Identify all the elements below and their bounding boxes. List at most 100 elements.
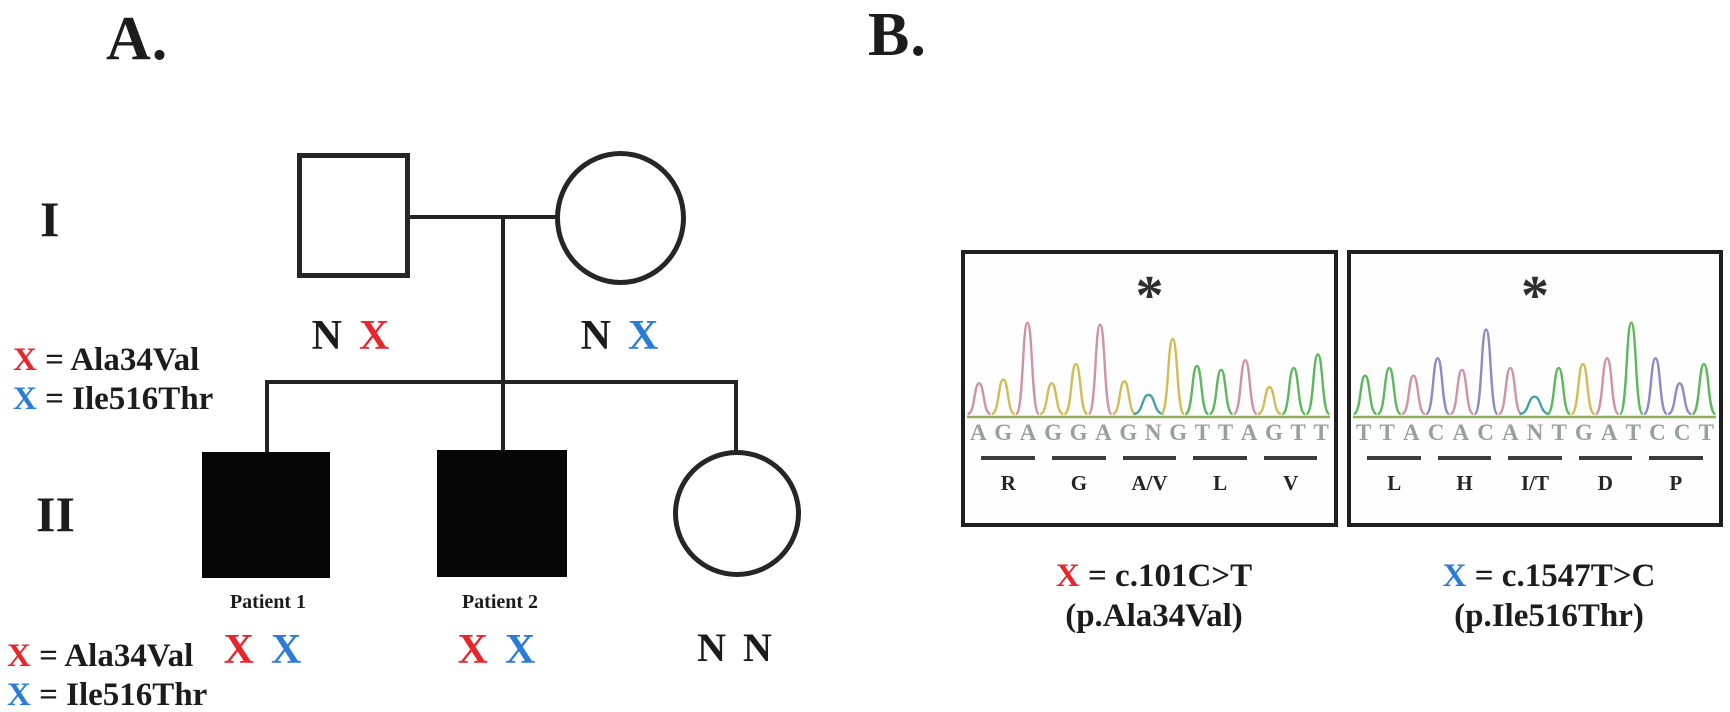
codon-dash <box>1508 456 1562 460</box>
mutation-caption-1: X = c.101C>T (p.Ala34Val) <box>1056 556 1252 636</box>
sequence-base: A <box>1600 420 1618 445</box>
sequence-base: G <box>1069 420 1088 445</box>
aa-letter: I/T <box>1520 471 1549 495</box>
sequencing-trace-1 <box>967 321 1330 419</box>
legend-bottom: X = Ala34Val X = Ile516Thr <box>7 637 207 712</box>
father-allele-n: N <box>311 313 343 359</box>
sequence-base: G <box>1264 420 1283 445</box>
sequence-base: G <box>1574 420 1593 445</box>
aa-group: D <box>1570 456 1640 496</box>
sequence-base: C <box>1477 420 1494 445</box>
aa-letter: L <box>1387 471 1402 495</box>
codon-dash <box>1649 456 1703 460</box>
sequence-base: T <box>1698 420 1714 445</box>
sequence-base: N <box>1144 420 1162 445</box>
aa-letter: D <box>1597 471 1613 495</box>
mother-allele-x-blue: X <box>628 313 660 359</box>
sequence-base: A <box>970 420 987 445</box>
legend-blue-x: X <box>13 381 37 417</box>
legend-blue-x: X <box>7 677 31 712</box>
sequence-base: G <box>1169 420 1188 445</box>
sequence-base: C <box>1427 420 1445 445</box>
amino-acid-row-1: R G A/V L V <box>973 456 1326 496</box>
codon-dash <box>981 456 1036 460</box>
mutation-asterisk: * <box>1521 265 1549 327</box>
sequence-base: A <box>1402 420 1420 445</box>
legend-red-x: X <box>7 638 31 674</box>
aa-letter: H <box>1456 471 1473 495</box>
sister-allele-n2: N <box>743 625 773 670</box>
generation-ii-label: II <box>36 486 75 542</box>
caption-mutation-text: = c.101C>T <box>1087 558 1253 594</box>
sequence-base: A <box>1095 420 1112 445</box>
mating-line <box>410 215 557 219</box>
codon-dash <box>1263 456 1318 460</box>
generation-i-label: I <box>40 191 60 247</box>
aa-group: V <box>1255 456 1326 496</box>
codon-dash <box>1193 456 1247 460</box>
aa-group: P <box>1641 456 1711 496</box>
sequencing-trace-2 <box>1353 321 1716 419</box>
mother-allele-n: N <box>580 313 612 359</box>
codon-dash <box>1122 456 1177 460</box>
father-square-unaffected <box>297 153 410 278</box>
patient2-square-affected <box>437 450 567 577</box>
codon-dash <box>1367 456 1421 460</box>
sequence-base: A <box>1452 420 1470 445</box>
sequence-base: T <box>1313 420 1329 445</box>
caption-mutation-text: = c.1547T>C <box>1474 558 1656 594</box>
aa-group: G <box>1044 456 1115 496</box>
sequence-base: C <box>1673 420 1691 445</box>
aa-letter: V <box>1283 471 1299 495</box>
legend-top-red-line: X = Ala34Val <box>13 341 213 380</box>
patient1-allele-x-red: X <box>223 627 255 673</box>
legend-top: X = Ala34Val X = Ile516Thr <box>13 341 213 419</box>
legend-bottom-blue-line: X = Ile516Thr <box>7 676 207 712</box>
sequence-base: G <box>994 420 1013 445</box>
sequence-base: N <box>1526 420 1544 445</box>
aa-group: R <box>973 456 1044 496</box>
sequence-base: A <box>1501 420 1519 445</box>
mutation-caption-1-line1: X = c.101C>T <box>1056 556 1252 596</box>
mutation-asterisk: * <box>1135 265 1164 327</box>
aa-letter: R <box>1000 471 1016 495</box>
codon-dash <box>1437 456 1492 460</box>
sibship-line <box>265 380 738 384</box>
sequence-base: C <box>1649 420 1666 445</box>
sequence-base: A <box>1019 420 1037 445</box>
legend-blue-text: = Ile516Thr <box>45 381 214 417</box>
mutation-caption-2: X = c.1547T>C (p.Ile516Thr) <box>1443 556 1656 636</box>
legend-bottom-red-line: X = Ala34Val <box>7 637 207 676</box>
patient2-allele-x-blue: X <box>505 627 537 673</box>
patient1-allele-x-blue: X <box>271 627 303 673</box>
sequence-base: T <box>1217 420 1234 445</box>
aa-group: H <box>1429 456 1499 496</box>
aa-letter: A/V <box>1131 471 1168 495</box>
sequence-base: A <box>1240 420 1258 445</box>
codon-dash <box>1578 456 1633 460</box>
sequence-base: T <box>1379 420 1395 445</box>
aa-letter: L <box>1213 471 1228 495</box>
patient1-name: Patient 1 <box>229 591 307 613</box>
patient2-name: Patient 2 <box>461 591 539 613</box>
aa-group: A/V <box>1114 456 1185 496</box>
mother-circle-unaffected <box>555 151 686 285</box>
sequence-base: T <box>1551 420 1567 445</box>
aa-letter: P <box>1669 471 1683 495</box>
sequence-base: G <box>1044 420 1062 445</box>
caption-x-red: X <box>1055 558 1080 594</box>
mutation-caption-1-line2: (p.Ala34Val) <box>1065 598 1243 634</box>
sequence-base: T <box>1194 420 1211 445</box>
aa-group: I/T <box>1500 456 1570 496</box>
legend-blue-text: = Ile516Thr <box>39 677 208 712</box>
